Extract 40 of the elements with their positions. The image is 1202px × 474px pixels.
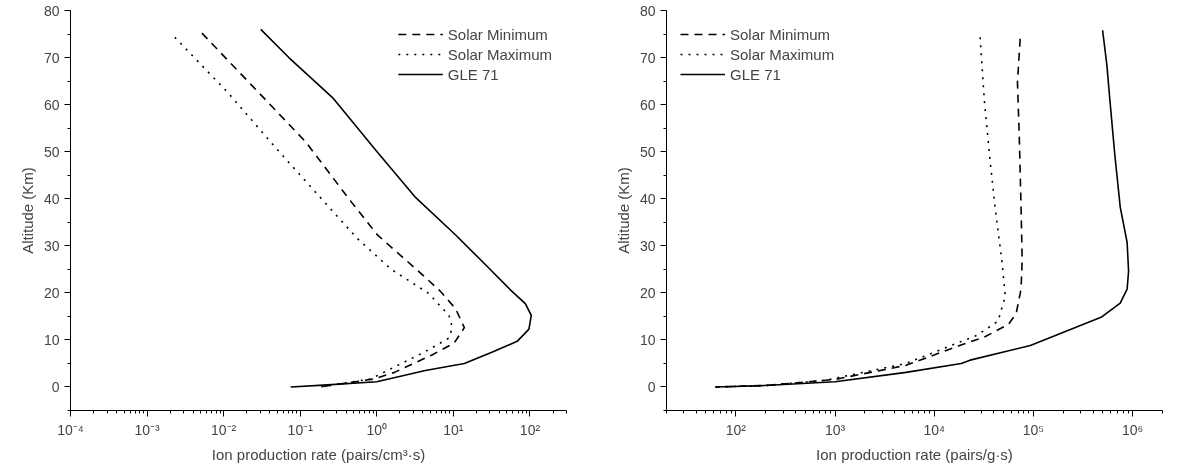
x-tick-label: 10⁶ [1121,421,1144,438]
x-tick-label: 10⁰ [366,421,388,438]
y-tick-label: 0 [647,378,656,395]
y-tick-label: 10 [43,331,60,348]
y-tick-label: 50 [639,143,656,160]
x-tick-label: 10³ [824,421,846,438]
y-tick-label: 60 [43,96,60,113]
legend-label: Solar Minimum [730,25,831,43]
y-tick-label: 0 [51,378,60,395]
y-tick-label: 30 [639,237,656,254]
x-tick-label: 10² [519,421,541,438]
x-tick-label: 10⁻³ [134,421,161,438]
y-tick-label: 20 [43,284,60,301]
y-tick-label: 80 [43,2,60,19]
y-tick-label: 60 [639,96,656,113]
x-tick-label: 10⁴ [923,421,946,438]
legend-label: Solar Maximum [447,45,552,63]
x-tick-label: 10⁻² [211,421,237,438]
y-axis-title: Altitude (Km) [614,167,632,254]
y-tick-label: 10 [639,331,656,348]
x-tick-label: 10⁵ [1022,421,1045,438]
x-tick-label: 10⁻⁴ [57,421,84,438]
y-tick-label: 50 [43,143,60,160]
legend-label: Solar Minimum [447,25,548,43]
legend-label: GLE 71 [730,65,781,83]
y-tick-label: 20 [639,284,656,301]
legend-label: GLE 71 [447,65,499,83]
x-tick-label: 10⁻¹ [287,421,314,438]
x-tick-label: 10¹ [443,421,464,438]
x-axis-title: Ion production rate (pairs/g·s) [816,445,1013,463]
y-tick-label: 80 [639,2,656,19]
y-tick-label: 70 [43,49,60,66]
y-tick-label: 40 [43,190,60,207]
legend-label: Solar Maximum [730,45,835,63]
y-tick-label: 30 [43,237,60,254]
x-axis-title: Ion production rate (pairs/cm³·s) [211,445,426,463]
y-axis-title: Altitude (Km) [18,167,36,254]
y-tick-label: 40 [639,190,656,207]
x-tick-label: 10² [725,421,747,438]
y-tick-label: 70 [639,49,656,66]
